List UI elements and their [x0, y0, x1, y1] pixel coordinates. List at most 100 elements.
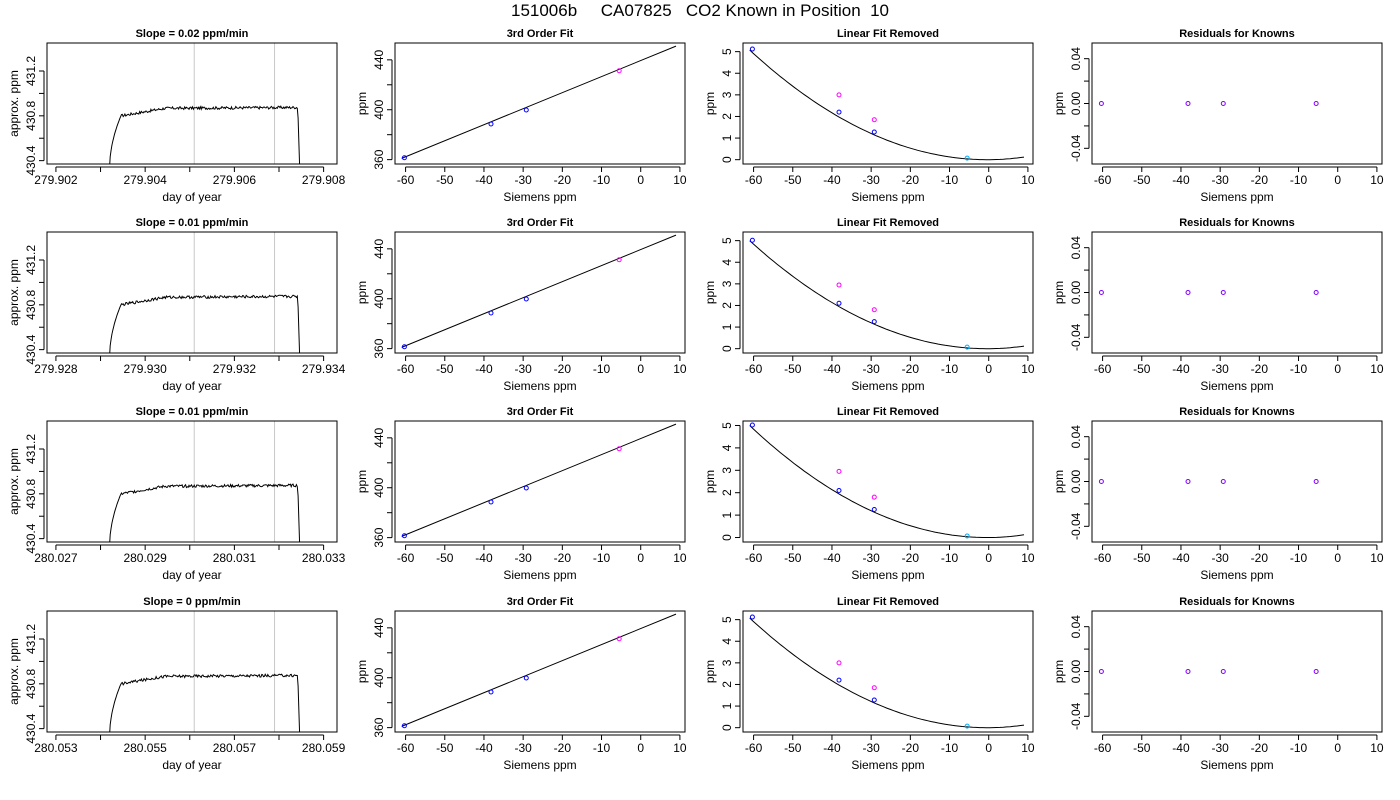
y-tick-label: 431.2: [24, 56, 38, 86]
x-tick-label: 279.930: [123, 362, 167, 376]
x-tick-label: -10: [593, 741, 611, 755]
y-tick-label: 3: [720, 659, 734, 666]
panel-frame: [742, 231, 1034, 354]
x-tick-label: -40: [823, 741, 841, 755]
y-tick-label: 2: [720, 113, 734, 120]
x-tick-label: -50: [784, 551, 802, 565]
x-tick-label: -20: [902, 362, 920, 376]
x-tick-label: -10: [941, 362, 959, 376]
panel-frame: [394, 231, 686, 354]
x-tick-label: -30: [1211, 173, 1229, 187]
series-line: [109, 294, 301, 353]
x-tick-label: 10: [673, 362, 687, 376]
panel-title: Residuals for Knowns: [1179, 28, 1295, 40]
y-tick-label: 4: [720, 444, 734, 451]
x-tick-label: 10: [673, 173, 687, 187]
x-tick-label: 0: [1334, 551, 1341, 565]
panel-title: Linear Fit Removed: [837, 28, 939, 40]
plot-area: [401, 234, 677, 350]
y-tick-label: 1: [720, 134, 734, 141]
x-tick-label: -20: [902, 173, 920, 187]
panel-fit-3: 3rd Order Fit -60 -50 -40 -30 -20 -10 0 10 360 400…: [355, 406, 687, 582]
data-point: [1313, 101, 1319, 106]
data-point: [401, 723, 407, 729]
x-tick-label: -20: [554, 173, 572, 187]
fit-line: [401, 423, 677, 537]
data-point: [1220, 479, 1226, 484]
y-axis-label: ppm: [1052, 470, 1066, 493]
x-axis-label: day of year: [162, 568, 221, 582]
y-tick-label: 2: [720, 302, 734, 309]
x-axis-label: day of year: [162, 758, 221, 772]
y-tick-label: 400: [372, 99, 386, 119]
panel-linear-removed-4: Linear Fit Removed -60 -50 -40 -30 -20 -10 0 10 0…: [703, 596, 1035, 772]
plot-area: [749, 422, 1025, 539]
y-axis-label: ppm: [355, 281, 369, 304]
y-axis-label: approx. ppm: [7, 259, 21, 326]
x-tick-label: -60: [1094, 741, 1112, 755]
y-tick-label: 3: [720, 467, 734, 474]
y-tick-label: 430.4: [24, 334, 38, 364]
x-tick-label: -50: [1133, 173, 1151, 187]
x-tick-label: 0: [985, 551, 992, 565]
x-tick-label: 0: [637, 551, 644, 565]
data-point: [749, 46, 755, 52]
x-tick-label: -50: [1133, 741, 1151, 755]
x-tick-label: 10: [1370, 741, 1384, 755]
data-point: [1313, 290, 1319, 295]
x-tick-label: 280.055: [123, 741, 167, 755]
panel-residuals-2: Residuals for Knowns -60 -50 -40 -30 -20 -10 0 1…: [1052, 217, 1384, 393]
y-tick-label: 0.00: [1069, 659, 1083, 683]
x-tick-label: -10: [1290, 173, 1308, 187]
data-point: [871, 507, 877, 513]
plot-area: [1098, 669, 1319, 674]
y-tick-label: 0: [720, 345, 734, 352]
y-tick-label: 5: [720, 616, 734, 623]
y-tick-label: 1: [720, 511, 734, 518]
plot-area: [109, 43, 301, 164]
plot-area: [109, 611, 301, 732]
y-axis-label: ppm: [355, 660, 369, 683]
series-line: [109, 105, 301, 164]
x-tick-label: -40: [823, 551, 841, 565]
x-tick-label: 10: [1370, 173, 1384, 187]
y-axis-label: approx. ppm: [7, 448, 21, 515]
panel-residuals-4: Residuals for Knowns -60 -50 -40 -30 -20 -10 0 1…: [1052, 596, 1384, 772]
data-point: [749, 422, 755, 428]
x-tick-label: 0: [1334, 741, 1341, 755]
x-tick-label: -40: [475, 173, 493, 187]
x-tick-label: -40: [475, 362, 493, 376]
plot-area: [401, 423, 677, 539]
data-point: [523, 675, 529, 681]
data-point: [836, 282, 842, 288]
x-axis-label: Siemens ppm: [503, 758, 576, 772]
y-tick-label: 440: [372, 618, 386, 638]
panel-frame: [742, 42, 1034, 165]
panel-time-series-1: Slope = 0.02 ppm/min 279.902 279.904 279.90…: [7, 28, 346, 204]
x-tick-label: 280.053: [34, 741, 78, 755]
y-tick-label: 0.04: [1069, 236, 1083, 260]
x-tick-label: 280.059: [302, 741, 346, 755]
y-tick-label: 5: [720, 422, 734, 429]
x-tick-label: -10: [1290, 551, 1308, 565]
x-tick-label: -60: [397, 173, 415, 187]
x-tick-label: -20: [1251, 741, 1269, 755]
panel-title: Linear Fit Removed: [837, 596, 939, 608]
panel-fit-2: 3rd Order Fit -60 -50 -40 -30 -20 -10 0 10 360 400…: [355, 217, 687, 393]
fit-curve: [749, 240, 1025, 350]
x-tick-label: -60: [745, 362, 763, 376]
x-tick-label: -60: [397, 741, 415, 755]
x-tick-label: 10: [673, 741, 687, 755]
x-tick-label: -60: [397, 551, 415, 565]
x-tick-label: -20: [1251, 362, 1269, 376]
x-tick-label: -20: [1251, 551, 1269, 565]
data-point: [871, 697, 877, 703]
panel-time-series-2: Slope = 0.01 ppm/min 279.928 279.930 279.93…: [7, 217, 346, 393]
y-tick-label: 360: [372, 717, 386, 737]
x-tick-label: 10: [1021, 551, 1035, 565]
y-tick-label: 1: [720, 323, 734, 330]
data-point: [523, 107, 529, 113]
y-tick-label: -0.04: [1069, 512, 1083, 540]
x-tick-label: -30: [1211, 362, 1229, 376]
data-point: [964, 723, 970, 729]
